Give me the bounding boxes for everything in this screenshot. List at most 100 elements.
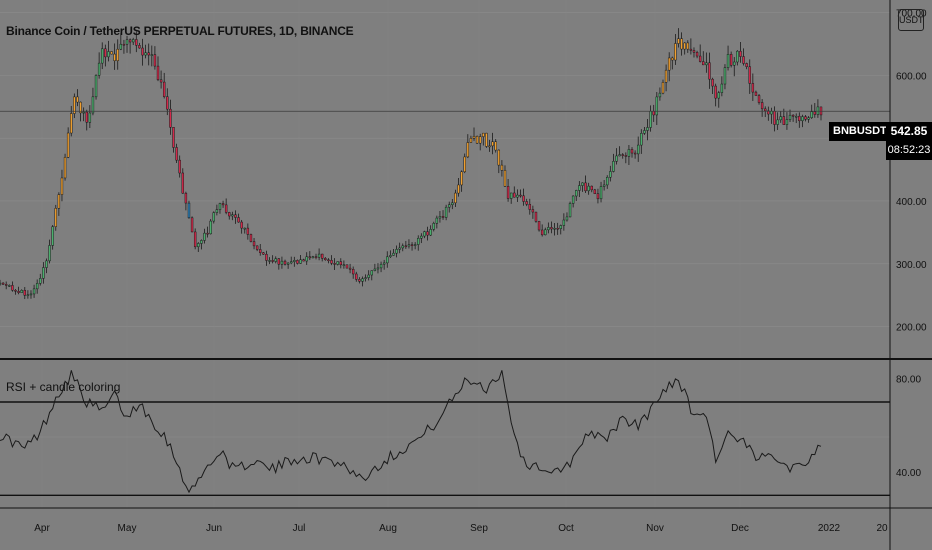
candle-body bbox=[79, 101, 82, 114]
candle-body bbox=[382, 262, 386, 265]
candle-body bbox=[587, 185, 590, 192]
candle-body bbox=[788, 114, 792, 120]
candle-body bbox=[166, 96, 169, 110]
candle-body bbox=[742, 56, 745, 64]
candle-body bbox=[330, 260, 333, 264]
candle-body bbox=[317, 253, 321, 258]
candle-body bbox=[104, 48, 107, 58]
candle-body bbox=[590, 185, 593, 191]
candle-body bbox=[729, 54, 733, 66]
candle-body bbox=[683, 42, 686, 50]
candle-body bbox=[224, 204, 228, 213]
candle-body bbox=[503, 170, 507, 187]
candle-body bbox=[101, 48, 104, 64]
rsi-levels bbox=[0, 401, 890, 497]
candle-body bbox=[395, 249, 398, 254]
rsi-line bbox=[0, 370, 822, 494]
candle-body bbox=[602, 184, 606, 187]
candle-body bbox=[692, 50, 696, 53]
time-axis[interactable]: Apr May Jun Jul Aug Sep Oct Nov Dec 2022 20 bbox=[34, 523, 888, 534]
candle-body bbox=[175, 147, 178, 161]
candle-body bbox=[364, 277, 367, 279]
candle-body bbox=[35, 283, 39, 290]
candle-body bbox=[671, 57, 674, 61]
candle-body bbox=[677, 38, 680, 44]
candle-body bbox=[776, 119, 779, 125]
candle-body bbox=[478, 136, 482, 144]
candle-body bbox=[147, 52, 150, 56]
candle-body bbox=[345, 264, 349, 269]
candle-body bbox=[457, 184, 460, 194]
candle-body bbox=[404, 245, 408, 248]
candle-body bbox=[451, 202, 454, 206]
time-tick-label: May bbox=[118, 523, 137, 534]
candle-body bbox=[649, 111, 652, 128]
candle-body bbox=[810, 111, 813, 118]
candle-body bbox=[228, 212, 231, 217]
candle-body bbox=[410, 244, 414, 246]
candle-body bbox=[420, 235, 423, 239]
rsi-indicator-title[interactable]: RSI + candle coloring bbox=[6, 380, 121, 394]
candle-body bbox=[739, 50, 742, 57]
candle-body bbox=[302, 259, 305, 262]
candle-body bbox=[333, 263, 336, 265]
time-tick-label: 2022 bbox=[818, 523, 841, 534]
candle-body bbox=[94, 75, 98, 98]
candle-body bbox=[723, 67, 727, 85]
candle-body bbox=[290, 261, 293, 264]
candle-body bbox=[760, 102, 764, 110]
chart-title[interactable]: Binance Coin / TetherUS PERPETUAL FUTURE… bbox=[6, 24, 354, 38]
candle-body bbox=[51, 226, 54, 246]
currency-badge[interactable]: USDT bbox=[898, 9, 924, 31]
time-tick-label: Jul bbox=[293, 523, 306, 534]
candle-body bbox=[125, 39, 129, 45]
candle-body bbox=[562, 219, 566, 226]
candle-body bbox=[398, 247, 401, 250]
candle-body bbox=[757, 95, 761, 103]
candle-body bbox=[559, 225, 562, 229]
candle-body bbox=[119, 43, 123, 50]
candle-body bbox=[599, 186, 603, 200]
candle-body bbox=[379, 263, 383, 269]
candle-body bbox=[745, 63, 748, 67]
candle-body bbox=[531, 209, 535, 213]
bar-countdown-timer: 08:52:23 bbox=[886, 141, 932, 160]
candle-body bbox=[708, 62, 711, 80]
candle-body bbox=[370, 270, 373, 276]
candle-body bbox=[376, 267, 380, 270]
candle-body bbox=[392, 252, 395, 256]
candle-body bbox=[540, 229, 544, 236]
candle-body bbox=[714, 85, 717, 99]
price-tick-label: 600.00 bbox=[896, 71, 927, 82]
candle-body bbox=[695, 52, 699, 57]
candle-body bbox=[17, 291, 20, 293]
candle-body bbox=[237, 217, 240, 223]
candle-body bbox=[11, 285, 14, 291]
candle-body bbox=[45, 260, 48, 268]
candle-body bbox=[156, 65, 160, 81]
candle-body bbox=[643, 130, 646, 134]
candle-body bbox=[60, 177, 64, 195]
rsi-axis[interactable]: 40.00 80.00 bbox=[896, 375, 921, 479]
candle-body bbox=[293, 260, 296, 262]
candle-body bbox=[584, 182, 587, 192]
candle-body bbox=[686, 42, 689, 50]
candle-body bbox=[153, 54, 157, 67]
candle-body bbox=[336, 261, 339, 265]
candle-body bbox=[70, 113, 73, 134]
candle-body bbox=[578, 185, 581, 191]
rsi-tick-label: 40.00 bbox=[896, 468, 921, 479]
candle-body bbox=[361, 278, 364, 282]
candle-body bbox=[500, 164, 504, 171]
candle-body bbox=[252, 241, 256, 247]
candle-body bbox=[596, 193, 600, 200]
candle-body bbox=[544, 229, 547, 236]
candle-body bbox=[640, 133, 643, 146]
candle-body bbox=[26, 294, 30, 297]
candle-body bbox=[141, 47, 144, 56]
candle-body bbox=[748, 66, 751, 84]
candle-body bbox=[509, 192, 513, 199]
candle-body bbox=[82, 111, 85, 114]
